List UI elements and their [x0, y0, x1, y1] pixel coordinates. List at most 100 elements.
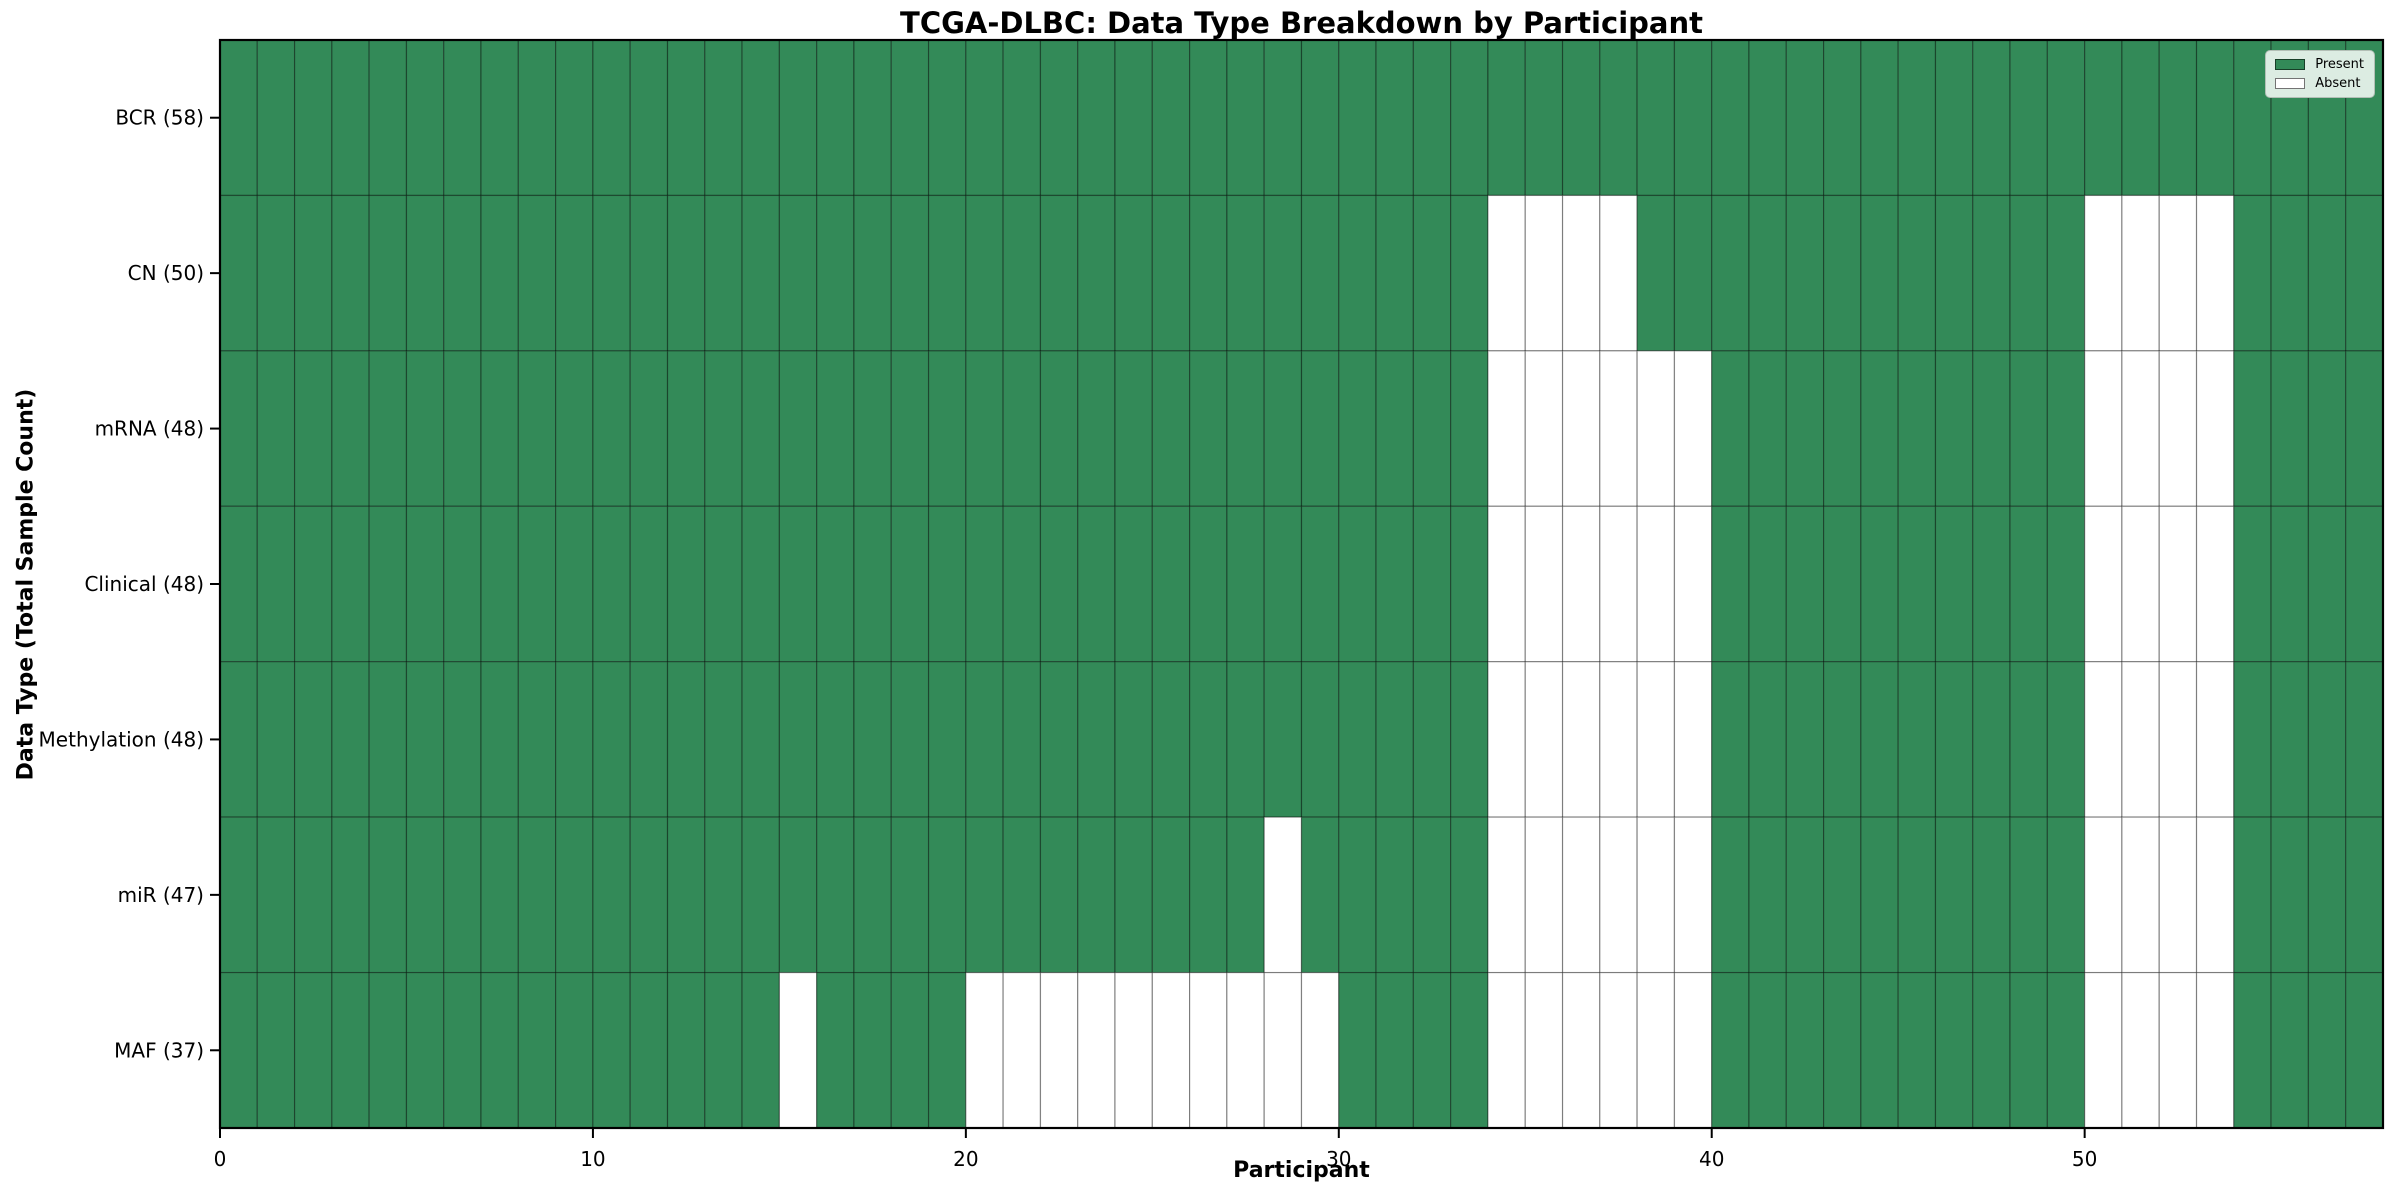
cell-methylation-16	[816, 661, 855, 818]
cell-bcr-53	[2195, 39, 2235, 197]
cell-maf-3	[331, 971, 370, 1129]
cell-clinical-3	[331, 505, 370, 663]
cell-cn-4	[368, 194, 408, 352]
cell-mir-46	[1934, 816, 1974, 974]
cell-mrna-32	[1412, 350, 1452, 507]
cell-clinical-49	[2046, 505, 2086, 663]
cell-mrna-22	[1039, 350, 1079, 507]
cell-methylation-19	[927, 661, 967, 818]
cell-maf-39	[1673, 971, 1713, 1129]
cell-bcr-16	[816, 39, 855, 197]
cell-maf-34	[1487, 971, 1526, 1129]
cell-methylation-23	[1077, 661, 1116, 818]
cell-cn-37	[1599, 194, 1638, 352]
legend-present-label: Present	[2315, 57, 2364, 72]
cell-methylation-47	[1972, 661, 2011, 818]
cell-maf-38	[1636, 971, 1676, 1129]
cell-bcr-22	[1039, 39, 1079, 197]
cell-mrna-38	[1636, 350, 1676, 507]
cell-mir-4	[368, 816, 408, 974]
cell-maf-29	[1300, 971, 1340, 1129]
cell-methylation-41	[1748, 661, 1787, 818]
cell-methylation-11	[629, 661, 669, 818]
cell-methylation-1	[256, 661, 296, 818]
cell-cn-25	[1151, 194, 1191, 352]
cell-bcr-30	[1338, 39, 1377, 197]
cell-mrna-25	[1151, 350, 1191, 507]
cell-clinical-33	[1450, 505, 1489, 663]
cell-methylation-15	[778, 661, 818, 818]
plot-border	[218, 38, 2385, 1130]
cell-mir-48	[2009, 816, 2048, 974]
cell-mrna-56	[2307, 350, 2347, 507]
cell-maf-47	[1972, 971, 2011, 1129]
cell-maf-18	[890, 971, 930, 1129]
cell-cn-33	[1450, 194, 1489, 352]
cell-bcr-31	[1375, 39, 1414, 197]
cell-clinical-52	[2158, 505, 2198, 663]
cell-mrna-50	[2084, 350, 2123, 507]
cell-methylation-6	[443, 661, 482, 818]
cell-mrna-57	[2345, 350, 2384, 507]
y-tick-label-methylation: Methylation (48)	[39, 727, 204, 751]
cell-clinical-26	[1189, 505, 1228, 663]
cell-mir-36	[1561, 816, 1601, 974]
cell-mir-27	[1226, 816, 1265, 974]
cell-mir-5	[405, 816, 445, 974]
cell-cn-48	[2009, 194, 2048, 352]
cell-clinical-57	[2345, 505, 2384, 663]
cell-maf-19	[927, 971, 967, 1129]
cell-mrna-26	[1189, 350, 1228, 507]
cell-mrna-35	[1524, 350, 1564, 507]
cell-bcr-48	[2009, 39, 2048, 197]
cell-bcr-32	[1412, 39, 1452, 197]
cell-mrna-31	[1375, 350, 1414, 507]
cell-maf-0	[219, 971, 258, 1129]
cell-clinical-7	[480, 505, 519, 663]
cell-clinical-28	[1263, 505, 1303, 663]
cell-cn-14	[741, 194, 780, 352]
cell-mrna-24	[1114, 350, 1153, 507]
cell-methylation-48	[2009, 661, 2048, 818]
cell-mir-9	[555, 816, 594, 974]
cell-mrna-52	[2158, 350, 2198, 507]
cell-bcr-24	[1114, 39, 1153, 197]
cell-cn-57	[2345, 194, 2384, 352]
cell-mrna-43	[1822, 350, 1862, 507]
cell-methylation-5	[405, 661, 445, 818]
cell-maf-17	[853, 971, 892, 1129]
cell-maf-52	[2158, 971, 2198, 1129]
cell-mir-15	[778, 816, 818, 974]
cell-mir-24	[1114, 816, 1153, 974]
cell-methylation-37	[1599, 661, 1638, 818]
y-tick-label-clinical: Clinical (48)	[84, 572, 204, 596]
cell-clinical-29	[1300, 505, 1340, 663]
cell-clinical-10	[592, 505, 631, 663]
cell-methylation-50	[2084, 661, 2123, 818]
cell-mrna-42	[1785, 350, 1825, 507]
cell-cn-47	[1972, 194, 2011, 352]
cell-cn-16	[816, 194, 855, 352]
cell-mir-56	[2307, 816, 2347, 974]
cell-cn-36	[1561, 194, 1601, 352]
cell-maf-55	[2270, 971, 2310, 1129]
cell-mir-57	[2345, 816, 2384, 974]
cell-bcr-6	[443, 39, 482, 197]
cell-clinical-20	[965, 505, 1004, 663]
cell-mir-23	[1077, 816, 1116, 974]
cell-bcr-21	[1002, 39, 1042, 197]
cell-clinical-6	[443, 505, 482, 663]
cell-mrna-12	[666, 350, 706, 507]
cell-clinical-25	[1151, 505, 1191, 663]
cell-bcr-1	[256, 39, 296, 197]
cell-bcr-5	[405, 39, 445, 197]
cell-maf-53	[2195, 971, 2235, 1129]
cell-bcr-49	[2046, 39, 2086, 197]
cell-mrna-3	[331, 350, 370, 507]
cell-mrna-7	[480, 350, 519, 507]
cell-cn-6	[443, 194, 482, 352]
cell-clinical-11	[629, 505, 669, 663]
cell-bcr-26	[1189, 39, 1228, 197]
cell-clinical-45	[1897, 505, 1937, 663]
